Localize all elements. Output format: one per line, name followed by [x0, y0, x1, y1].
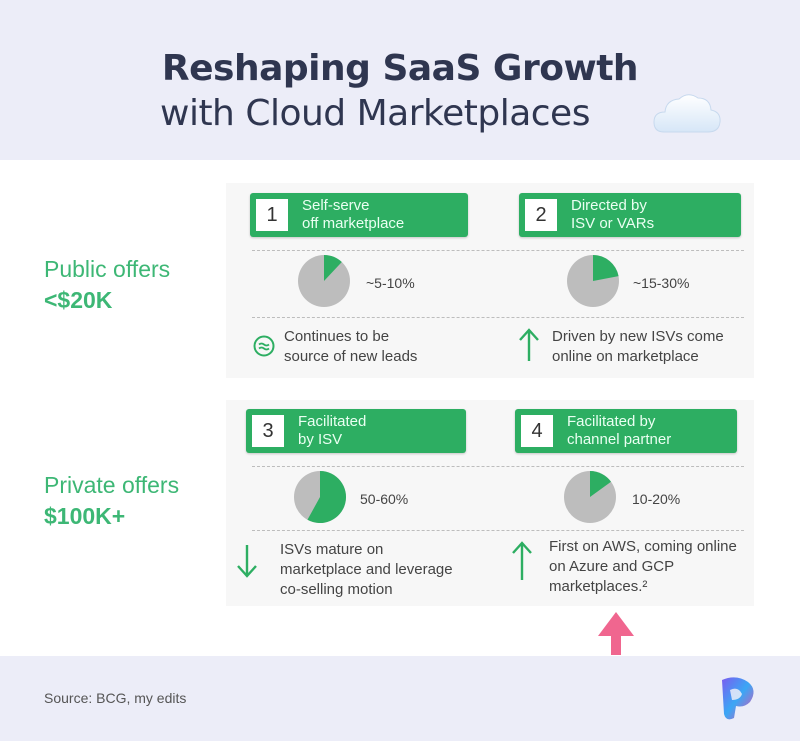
divider — [252, 466, 744, 467]
title-line-1: Reshaping SaaS Growth — [161, 48, 639, 89]
card-3-description: ISVs mature on marketplace and leverage … — [280, 541, 453, 598]
divider — [252, 317, 744, 318]
pie-slice — [593, 255, 619, 281]
pie-slice — [590, 471, 612, 497]
pointer-arrow-icon — [598, 612, 634, 655]
pie-slice — [307, 471, 347, 523]
source-note: Source: BCG, my edits — [44, 690, 187, 706]
card-1-header: 1 Self-serve off marketplace — [250, 193, 468, 237]
card-1-description: Continues to be source of new leads — [284, 328, 418, 365]
divider — [252, 250, 744, 251]
card-1-title: Self-serve off marketplace — [302, 197, 405, 232]
pie-slice — [324, 255, 342, 281]
row-label-public: Public offers — [44, 256, 171, 282]
card-4-number: 4 — [521, 415, 553, 447]
card-2-header: 2 Directed by ISV or VARs — [519, 193, 741, 237]
card-4-header: 4 Facilitated by channel partner — [515, 409, 737, 453]
arrow-down-icon — [237, 545, 257, 578]
card-3-title: Facilitated by ISV — [298, 413, 367, 448]
card-4-pie — [564, 471, 616, 523]
card-1-share: ~5-10% — [366, 275, 415, 291]
card-3-header: 3 Facilitated by ISV — [246, 409, 466, 453]
card-4-title: Facilitated by channel partner — [567, 413, 672, 448]
card-3-share: 50-60% — [360, 491, 409, 507]
card-3-pie — [294, 471, 347, 523]
card-4-description: First on AWS, coming online on Azure and… — [549, 538, 737, 595]
brand-logo-icon — [722, 677, 754, 720]
row-label-private: Private offers — [44, 472, 180, 498]
row-amount-private: $100K+ — [44, 503, 126, 529]
card-1-pie — [298, 255, 350, 307]
card-2-pie — [567, 255, 619, 307]
cloud-icon — [653, 94, 721, 133]
card-3-number: 3 — [252, 415, 284, 447]
title-band — [0, 0, 800, 160]
card-2-description: Driven by new ISVs come online on market… — [552, 328, 724, 365]
footer-band — [0, 656, 800, 741]
title-line-2: with Cloud Marketplaces — [160, 93, 590, 134]
card-1-number: 1 — [256, 199, 288, 231]
divider — [252, 530, 744, 531]
card-4-share: 10-20% — [632, 491, 681, 507]
row-amount-public: <$20K — [44, 287, 113, 313]
arrow-up-icon — [512, 541, 532, 580]
card-2-title: Directed by ISV or VARs — [571, 197, 655, 232]
arrow-up-icon — [519, 328, 539, 361]
card-2-share: ~15-30% — [633, 275, 690, 291]
card-2-number: 2 — [525, 199, 557, 231]
stable-icon — [253, 335, 275, 357]
